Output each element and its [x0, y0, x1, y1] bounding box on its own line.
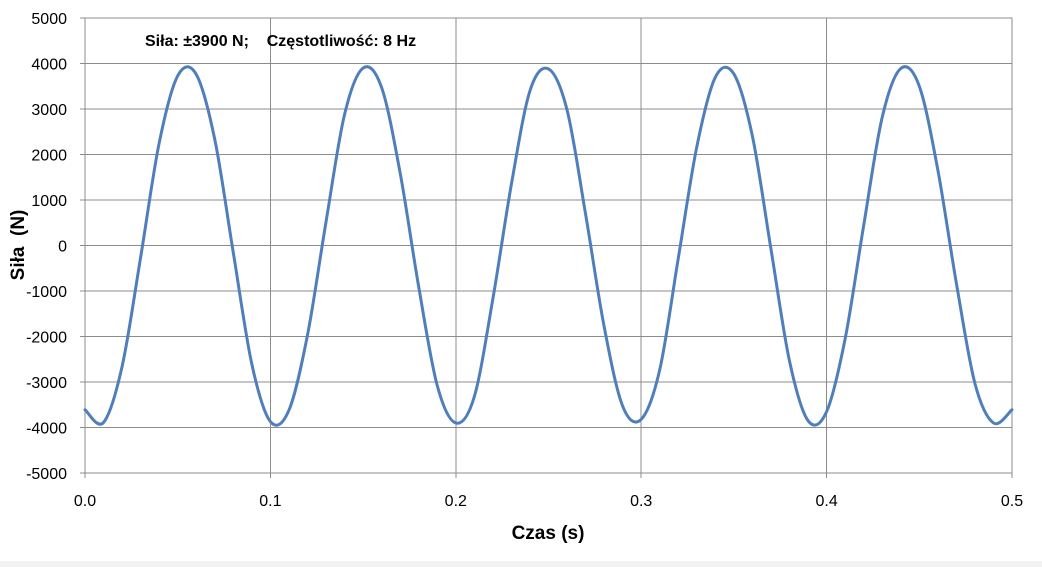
y-tick-label-1: 4000 [31, 57, 67, 74]
y-tick-label-2: 3000 [31, 102, 67, 119]
x-axis-title: Czas (s) [512, 523, 585, 544]
x-tick-label-1: 0.1 [259, 493, 281, 510]
x-tick-label-2: 0.2 [445, 493, 467, 510]
y-axis-ticks: 5000 4000 3000 2000 1000 0 -1000 -2000 -3000 -400… [26, 11, 85, 483]
y-tick-label-3: 2000 [31, 148, 67, 165]
y-tick-label-8: -3000 [26, 375, 67, 392]
y-axis-title: Siła (N) [8, 210, 29, 281]
y-tick-label-10: -5000 [26, 466, 67, 483]
x-tick-label-3: 0.3 [630, 493, 652, 510]
x-tick-label-4: 0.4 [815, 493, 837, 510]
bottom-strip [0, 561, 1042, 567]
y-tick-label-4: 1000 [31, 193, 67, 210]
y-tick-label-5: 0 [58, 239, 67, 256]
y-tick-label-0: 5000 [31, 11, 67, 28]
x-tick-label-0: 0.0 [74, 493, 96, 510]
series-line-0 [83, 65, 1014, 427]
x-axis-ticks: 0.0 0.1 0.2 0.3 0.4 0.5 [74, 473, 1023, 510]
x-tick-label-5: 0.5 [1001, 493, 1023, 510]
y-tick-label-7: -2000 [26, 330, 67, 347]
y-tick-label-9: -4000 [26, 421, 67, 438]
y-tick-label-6: -1000 [26, 284, 67, 301]
chart-annotation: Siła: ±3900 N; Częstotliwość: 8 Hz [145, 33, 416, 50]
grid [84, 17, 1013, 474]
series-group [83, 65, 1014, 427]
